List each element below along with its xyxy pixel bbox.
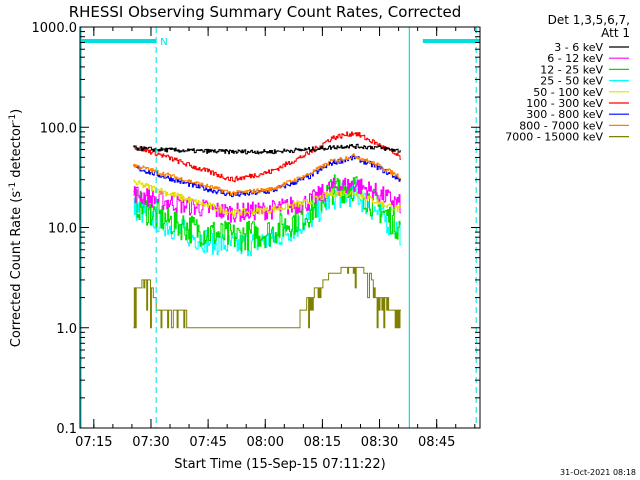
series-line bbox=[133, 131, 401, 183]
legend-entry-label: 3 - 6 keV bbox=[554, 41, 603, 54]
legend-entry-label: 25 - 50 keV bbox=[540, 75, 603, 88]
series-line bbox=[133, 153, 401, 196]
legend-entry-label: 7000 - 15000 keV bbox=[505, 131, 603, 144]
legend-entry-label: 50 - 100 keV bbox=[533, 86, 603, 99]
legend-header-line2: Att 1 bbox=[601, 26, 630, 40]
legend-entry-label: 12 - 25 keV bbox=[540, 63, 603, 76]
y-axis-label-sup2: -1 bbox=[8, 114, 18, 123]
footer-date-stamp: 31-Oct-2021 08:18 bbox=[560, 468, 636, 477]
x-tick-label: 07:15 bbox=[75, 435, 112, 450]
x-axis-label: Start Time (15-Sep-15 07:11:22) bbox=[174, 457, 385, 472]
y-tick-label: 1000.0 bbox=[32, 21, 78, 36]
series-line bbox=[133, 177, 401, 223]
night-bar-label: N bbox=[160, 37, 167, 48]
x-tick-label: 07:30 bbox=[132, 435, 169, 450]
series-line bbox=[133, 174, 401, 252]
x-tick-label: 07:45 bbox=[189, 435, 226, 450]
y-axis-label-mid: detector bbox=[9, 122, 24, 182]
y-axis-label: Corrected Count Rate (s-1 detector-1) bbox=[8, 109, 24, 347]
x-tick-label: 08:30 bbox=[361, 435, 398, 450]
x-tick-label: 08:15 bbox=[304, 435, 341, 450]
legend-entry-label: 6 - 12 keV bbox=[547, 52, 603, 65]
x-axis: 07:15 07:30 07:45 08:00 08:15 08:30 08:45 bbox=[75, 27, 476, 450]
y-axis-label-end: ) bbox=[9, 109, 24, 114]
y-tick-label: 1.0 bbox=[56, 322, 77, 337]
series-line bbox=[133, 179, 401, 217]
legend-entry-label: 100 - 300 keV bbox=[526, 97, 603, 110]
y-axis-label-main: Corrected Count Rate (s bbox=[9, 191, 24, 348]
legend-entry-label: 800 - 7000 keV bbox=[519, 119, 603, 132]
y-tick-label: 100.0 bbox=[40, 121, 77, 136]
legend-entry-label: 300 - 800 keV bbox=[526, 108, 603, 121]
legend-header-line1: Det 1,3,5,6,7, bbox=[548, 13, 630, 27]
series-line bbox=[133, 143, 401, 155]
y-axis-label-sup1: -1 bbox=[8, 182, 18, 191]
series-line bbox=[133, 266, 401, 329]
y-axis: 0.1 1.0 10.0 100.0 1000.0 bbox=[32, 21, 480, 437]
y-tick-label: 10.0 bbox=[48, 222, 77, 237]
x-tick-label: 08:00 bbox=[247, 435, 284, 450]
chart-title: RHESSI Observing Summary Count Rates, Co… bbox=[69, 3, 462, 21]
y-tick-label: 0.1 bbox=[56, 422, 77, 437]
x-tick-label: 08:45 bbox=[418, 435, 455, 450]
series-layer bbox=[133, 131, 401, 329]
